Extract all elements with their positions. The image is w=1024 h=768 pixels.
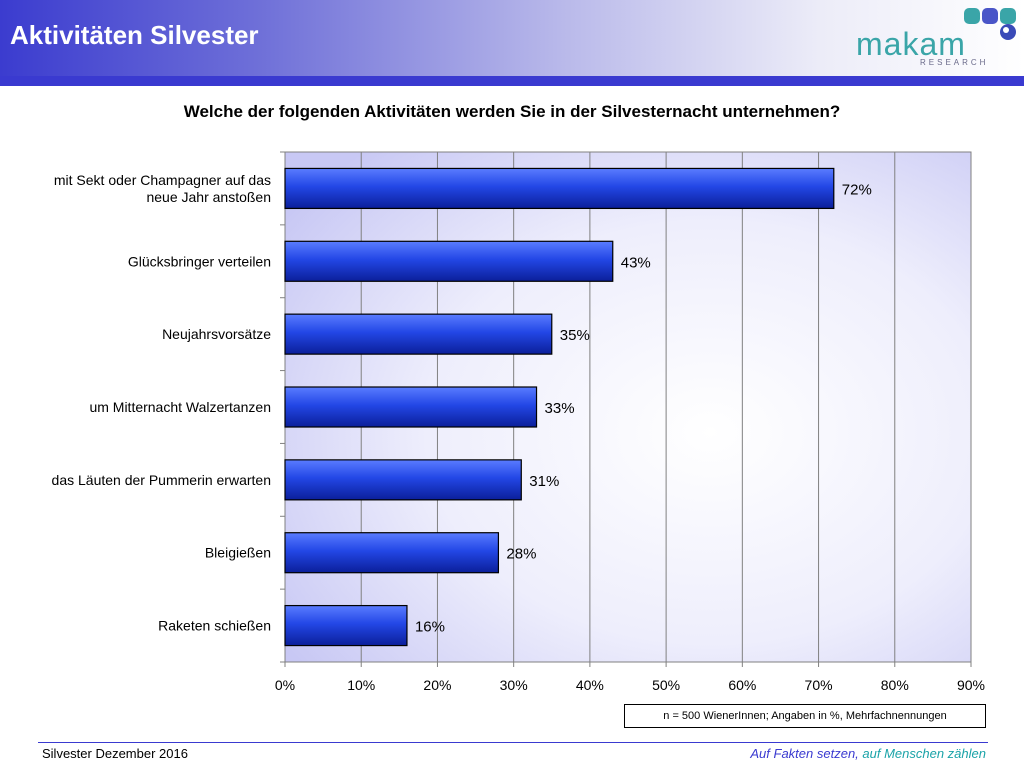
data-label: 16% [415,619,445,636]
bar [284,240,614,282]
data-label: 35% [560,327,590,344]
category-label: Glücksbringer verteilen [128,253,271,269]
data-label: 43% [621,254,651,271]
bar [284,313,553,355]
x-tick-label: 70% [805,677,833,693]
category-label: Bleigießen [205,545,271,561]
data-label: 28% [506,546,536,563]
x-tick-label: 20% [423,677,451,693]
logo-subtitle: RESEARCH [920,58,989,67]
category-label: das Läuten der Pummerin erwarten [52,472,271,488]
category-label: um Mitternacht Walzertanzen [89,399,271,415]
page-title: Aktivitäten Silvester [10,20,259,50]
category-label: Raketen schießen [158,618,271,634]
category-label: Neujahrsvorsätze [162,326,271,342]
header-band [0,76,1024,86]
slogan-part-2: auf Menschen zählen [858,746,986,761]
sample-note: n = 500 WienerInnen; Angaben in %, Mehrf… [624,704,986,728]
logo-mark-icon [964,8,1016,40]
footer-date: Silvester Dezember 2016 [42,746,188,761]
header-bar: Aktivitäten Silvester makam RESEARCH [0,0,1024,76]
x-tick-label: 60% [728,677,756,693]
bar [284,604,408,647]
category-label: mit Sekt oder Champagner auf das [54,172,271,188]
x-tick-label: 10% [347,677,375,693]
x-tick-label: 30% [500,677,528,693]
chart-title: Welche der folgenden Aktivitäten werden … [183,102,841,121]
x-tick-label: 0% [275,677,295,693]
footer-slogan: Auf Fakten setzen, auf Menschen zählen [750,746,986,761]
x-tick-label: 40% [576,677,604,693]
bar [284,386,538,428]
logo-wordmark: makam [856,26,966,62]
x-tick-label: 50% [652,677,680,693]
footer-divider [38,742,988,743]
x-tick-label: 90% [957,677,985,693]
data-label: 31% [529,473,559,490]
bar [284,167,835,210]
data-label: 33% [545,400,575,417]
bar [284,459,522,501]
slogan-part-1: Auf Fakten setzen, [750,746,859,761]
bar [284,532,500,574]
x-tick-label: 80% [881,677,909,693]
data-label: 72% [842,181,872,198]
makam-logo: makam RESEARCH [850,6,1020,68]
category-label: neue Jahr anstoßen [146,189,271,205]
